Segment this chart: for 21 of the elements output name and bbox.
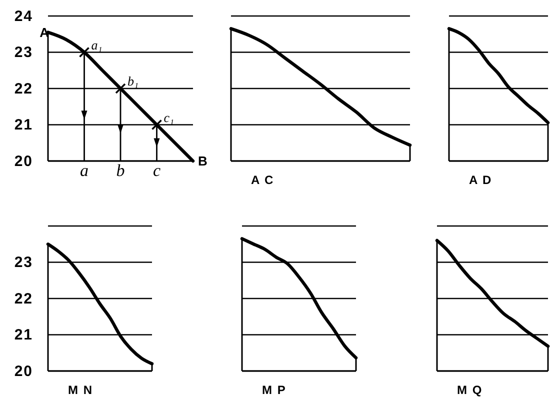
y-tick-label: 22 (14, 80, 33, 98)
y-tick-label: 22 (14, 290, 33, 308)
y-tick-label: 23 (14, 44, 33, 62)
y-tick-label: 20 (14, 152, 33, 170)
annotation: c₁ (164, 110, 174, 125)
x-axis-title: M N (68, 383, 93, 397)
y-tick-label: 23 (14, 254, 33, 272)
x-axis-title: A D (469, 173, 492, 187)
y-tick-label: 24 (14, 8, 33, 25)
text: B (198, 154, 208, 169)
x-tick-label: b (116, 161, 125, 180)
x-axis-title: M Q (457, 383, 483, 397)
y-tick-label: 20 (14, 362, 33, 380)
x-tick-label: a (80, 161, 88, 180)
x-axis-title: M P (262, 383, 286, 397)
y-tick-label: 21 (14, 116, 33, 134)
annotation: a₁ (91, 37, 102, 52)
x-axis-title: A C (251, 173, 274, 187)
x-tick-label: c (152, 161, 161, 180)
annotation: b₁ (128, 74, 139, 88)
y-tick-label: 21 (14, 326, 33, 344)
